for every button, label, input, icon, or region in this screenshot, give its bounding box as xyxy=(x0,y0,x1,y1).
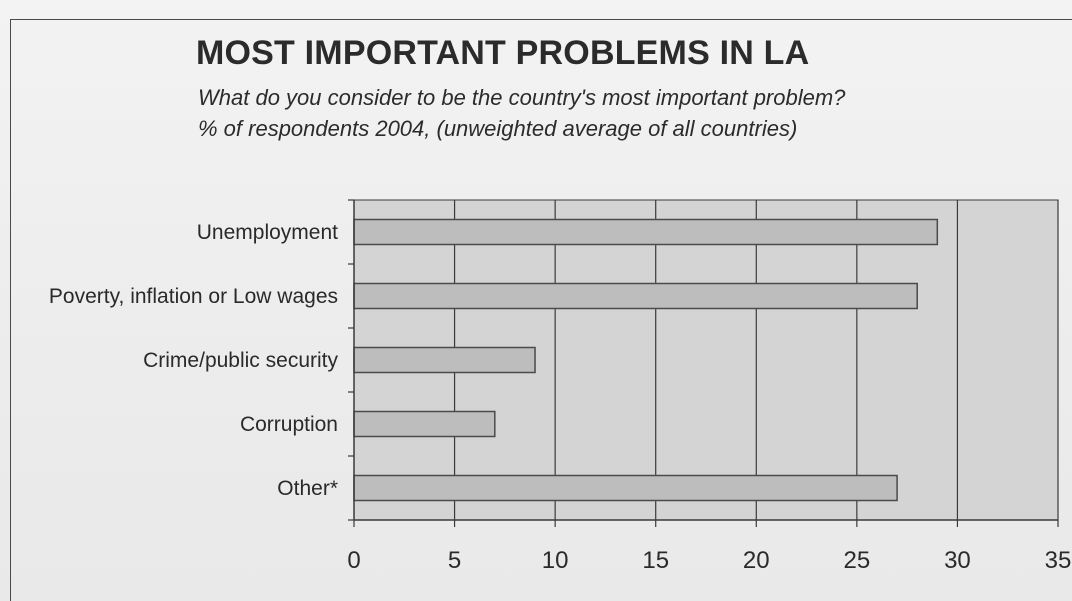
frame-left-border xyxy=(10,19,11,601)
category-label-1: Unemployment xyxy=(197,221,338,244)
category-label-4: Corruption xyxy=(240,413,338,436)
frame-top-border xyxy=(10,19,1072,20)
x-tick-label-5: 5 xyxy=(448,547,461,574)
x-tick-label-35: 35 xyxy=(1045,547,1072,574)
bar-2 xyxy=(353,282,918,310)
chart-subtitle-line-2: % of respondents 2004, (unweighted avera… xyxy=(198,116,798,141)
bar-4 xyxy=(353,410,496,438)
chart-title: MOST IMPORTANT PROBLEMS IN LA xyxy=(196,34,810,72)
x-tick-label-30: 30 xyxy=(944,547,971,574)
x-tick-label-20: 20 xyxy=(743,547,770,574)
x-tick-label-10: 10 xyxy=(542,547,569,574)
bar-3 xyxy=(353,346,536,374)
category-label-3: Crime/public security xyxy=(143,349,338,372)
category-label-5: Other* xyxy=(277,477,338,500)
bar-5 xyxy=(353,474,898,502)
x-tick-label-0: 0 xyxy=(347,547,360,574)
chart-subtitle-line-1: What do you consider to be the country's… xyxy=(198,85,846,110)
x-tick-label-25: 25 xyxy=(844,547,871,574)
category-label-2: Poverty, inflation or Low wages xyxy=(49,285,338,308)
x-tick-label-15: 15 xyxy=(642,547,669,574)
bar-1 xyxy=(353,218,939,246)
